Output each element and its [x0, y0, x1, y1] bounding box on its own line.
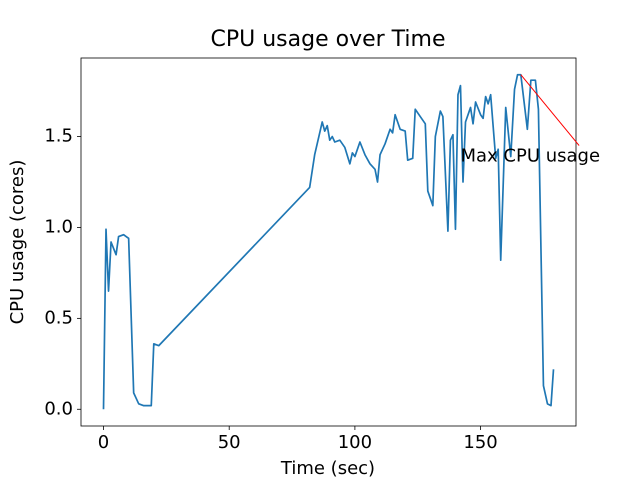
y-tick-label: 0.0: [44, 398, 73, 419]
plot-frame: [80, 57, 577, 427]
y-axis-label: CPU usage (cores): [7, 160, 28, 325]
chart-title: CPU usage over Time: [211, 27, 446, 52]
y-tick-label: 1.5: [44, 126, 73, 147]
x-tick-label: 0: [98, 432, 109, 453]
annotation-label: Max CPU usage: [460, 146, 600, 167]
data-line: [102, 73, 555, 410]
x-tick-label: 100: [338, 432, 372, 453]
annotation-arrow: [520, 74, 580, 146]
y-tick-label: 0.5: [44, 307, 73, 328]
y-tick-label: 1.0: [44, 216, 73, 237]
x-tick-label: 150: [463, 432, 497, 453]
x-axis-label: Time (sec): [280, 458, 375, 479]
x-tick-label: 50: [218, 432, 241, 453]
